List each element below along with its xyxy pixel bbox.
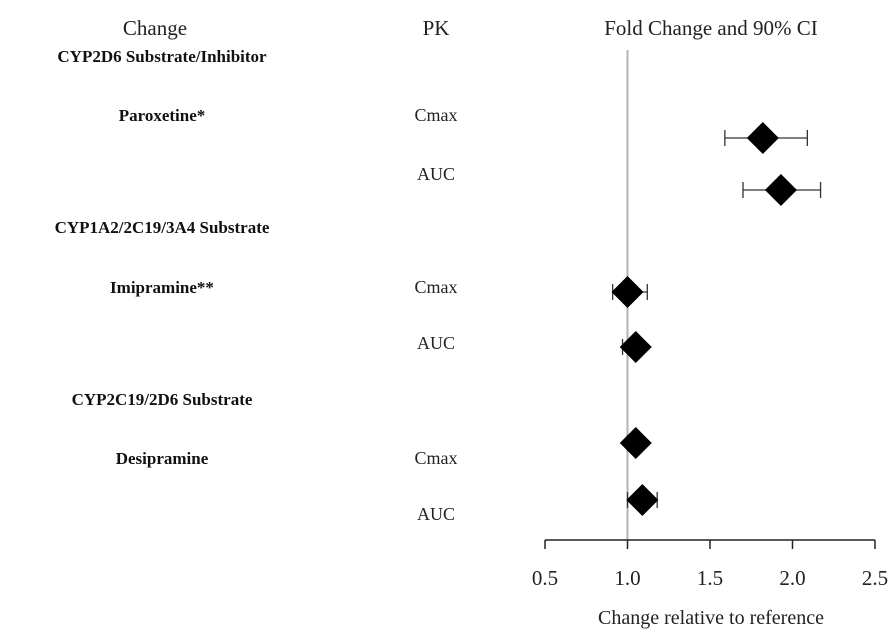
- x-axis: 0.5 1.0 1.5 2.0 2.5: [532, 539, 888, 590]
- pk-label: Cmax: [415, 105, 458, 125]
- pk-label: AUC: [417, 333, 455, 353]
- group-label: CYP2C19/2D6 Substrate: [72, 390, 253, 409]
- pk-label: Cmax: [415, 448, 458, 468]
- group-label: CYP2D6 Substrate/Inhibitor: [57, 47, 267, 66]
- drug-label: Imipramine**: [110, 278, 214, 297]
- x-tick-label: 1.5: [697, 566, 723, 590]
- data-marks: [611, 122, 822, 516]
- drug-label: Desipramine: [116, 449, 209, 468]
- header-ci: Fold Change and 90% CI: [604, 16, 817, 40]
- point-estimate-diamond: [619, 331, 652, 363]
- group-label: CYP1A2/2C19/3A4 Substrate: [55, 218, 270, 237]
- x-tick-label: 2.0: [779, 566, 805, 590]
- row-labels: CYP2D6 Substrate/Inhibitor Paroxetine* Cma…: [55, 47, 458, 524]
- point-estimate-diamond: [764, 174, 797, 206]
- point-estimate-diamond: [611, 276, 644, 308]
- point-estimate-diamond: [626, 484, 659, 516]
- header-change: Change: [123, 16, 187, 40]
- x-tick-label: 0.5: [532, 566, 558, 590]
- drug-label: Paroxetine*: [119, 106, 206, 125]
- point-estimate-diamond: [619, 427, 652, 459]
- pk-label: AUC: [417, 504, 455, 524]
- x-tick-label: 2.5: [862, 566, 888, 590]
- x-axis-label: Change relative to reference: [598, 607, 824, 629]
- pk-label: Cmax: [415, 277, 458, 297]
- pk-label: AUC: [417, 164, 455, 184]
- header-pk: PK: [423, 16, 450, 40]
- point-estimate-diamond: [746, 122, 779, 154]
- x-tick-label: 1.0: [614, 566, 640, 590]
